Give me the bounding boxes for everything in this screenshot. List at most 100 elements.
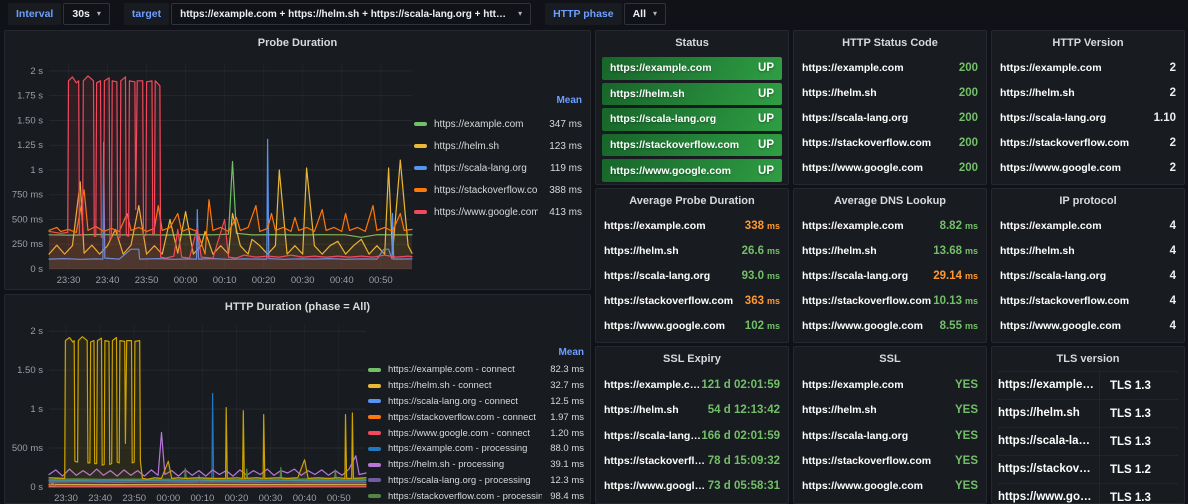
svg-text:00:20: 00:20 (225, 493, 249, 504)
legend-series-label[interactable]: https://scala-lang.org - processing (388, 474, 531, 486)
stat-row: https://helm.sh 2 (1000, 81, 1176, 106)
svg-text:00:30: 00:30 (291, 275, 315, 286)
stat-value: 2 (1169, 161, 1176, 174)
stat-row: https://example.com 121 d 02:01:59 (604, 372, 780, 397)
legend-series-label[interactable]: https://helm.sh - processing (388, 459, 505, 471)
panel-title[interactable]: Probe Duration (257, 37, 338, 49)
legend-row[interactable]: https://www.google.com - connect 1.20 ms (368, 425, 584, 441)
legend-series-label[interactable]: https://www.google.com - connect (388, 427, 531, 439)
series-color-swatch-icon (414, 166, 427, 170)
legend-row[interactable]: https://scala-lang.org - connect 12.5 ms (368, 394, 584, 410)
legend-row[interactable]: https://example.com 347 ms (414, 113, 582, 135)
legend-row[interactable]: https://helm.sh 123 ms (414, 135, 582, 157)
legend-mean-header[interactable]: Mean (558, 347, 584, 358)
legend-row[interactable]: https://scala-lang.org 119 ms (414, 157, 582, 179)
series-color-swatch-icon (368, 415, 381, 420)
target-url-label: https://example.com (610, 62, 712, 75)
legend-row[interactable]: https://stackoverflow.com 388 ms (414, 179, 582, 201)
legend-series-label[interactable]: https://stackoverflow.com - processing (388, 490, 542, 502)
svg-text:00:40: 00:40 (293, 493, 317, 504)
stat-row: https://helm.sh 54 d 12:13:42 (604, 397, 780, 422)
legend-row[interactable]: https://helm.sh - connect 32.7 ms (368, 378, 584, 394)
http-duration-chart[interactable]: 0 s 500 ms 1 s 1.50 s 2 s 23:30 23:40 23:50 00:0… (5, 319, 368, 504)
stat-panel-tls-version: TLS version https://example.com TLS 1.3 htt… (991, 346, 1185, 504)
panel-title[interactable]: HTTP Duration (phase = All) (224, 301, 371, 313)
legend-mean-header[interactable]: Mean (556, 95, 582, 106)
legend-mean-value: 12.3 ms (550, 474, 584, 486)
stat-value: 166 d 02:01:59 (701, 429, 780, 442)
stat-row: https://scala-lang.org 4 (1000, 264, 1176, 289)
target-select[interactable]: https://example.com + https://helm.sh + … (171, 3, 532, 25)
stat-value: 2 (1169, 62, 1176, 75)
series-color-swatch-icon (368, 446, 381, 451)
series-line-5 (48, 392, 367, 481)
panel-title[interactable]: Average Probe Duration (629, 195, 755, 207)
series-line-3 (48, 189, 413, 255)
stat-value: 338 ms (744, 220, 780, 233)
stat-value: YES (954, 404, 978, 417)
series-fill-3 (49, 189, 412, 269)
legend-series-label[interactable]: https://helm.sh - connect (388, 380, 492, 392)
series-line-7 (48, 474, 367, 484)
legend-series-label[interactable]: https://stackoverflow.com (434, 184, 538, 196)
http-phase-select[interactable]: All ▾ (623, 3, 667, 25)
target-url-label: https://example.com (604, 378, 702, 391)
panel-title[interactable]: SSL (879, 353, 901, 365)
stat-value: 4 (1169, 319, 1176, 332)
target-url-cell: https://scala-lang.org (998, 428, 1100, 455)
svg-text:500 ms: 500 ms (12, 443, 43, 454)
dashboard-toolbar: Interval 30s ▾ target https://example.co… (0, 0, 1188, 28)
stat-unit: ms (964, 221, 978, 232)
panel-title[interactable]: Status (675, 37, 709, 49)
target-url-label: https://scala-lang.org (802, 111, 909, 124)
probe-duration-chart[interactable]: 0 s 250 ms 500 ms 750 ms 1 s 1.25 s 1.50 s 1.75… (5, 55, 414, 290)
svg-text:500 ms: 500 ms (12, 214, 43, 225)
stat-panel-status: Status https://example.com UP https://helm.… (595, 30, 789, 185)
series-color-swatch-icon (368, 462, 381, 467)
legend-row[interactable]: https://helm.sh - processing 39.1 ms (368, 457, 584, 473)
status-row: https://www.google.com UP (602, 159, 782, 182)
legend-row[interactable]: https://example.com - processing 88.0 ms (368, 441, 584, 457)
stat-row: https://scala-lang.org YES (802, 423, 978, 448)
legend-series-label[interactable]: https://example.com - connect (388, 364, 515, 376)
stat-value: 2 (1169, 87, 1176, 100)
svg-text:00:00: 00:00 (156, 493, 180, 504)
legend-row[interactable]: https://stackoverflow.com - processing 98… (368, 488, 584, 503)
interval-select[interactable]: 30s ▾ (63, 3, 110, 25)
target-url-label: https://stackoverflow.com (802, 294, 932, 307)
stat-row: https://www.google.com YES (802, 474, 978, 499)
panel-title[interactable]: HTTP Version (1052, 37, 1124, 49)
legend-series-label[interactable]: https://scala-lang.org (434, 162, 527, 174)
probe-duration-panel: Probe Duration 0 s 250 ms 500 ms 750 ms 1 s 1… (4, 30, 591, 290)
target-url-cell: https://stackoverflow.com (998, 456, 1100, 483)
legend-row[interactable]: https://stackoverflow.com - connect 1.97 … (368, 409, 584, 425)
panel-title[interactable]: IP protocol (1059, 195, 1117, 207)
panel-title[interactable]: Average DNS Lookup (833, 195, 947, 207)
probe-duration-legend: Mean https://example.com 347 ms https://hel… (414, 55, 590, 289)
panel-title[interactable]: HTTP Status Code (842, 37, 938, 49)
legend-series-label[interactable]: https://helm.sh (434, 140, 500, 152)
target-url-label: https://scala-lang.org (802, 429, 909, 442)
tls-version-cell: TLS 1.3 (1110, 435, 1151, 448)
legend-row[interactable]: https://www.google.com 413 ms (414, 201, 582, 223)
legend-series-label[interactable]: https://stackoverflow.com - connect (388, 411, 536, 423)
legend-row[interactable]: https://example.com - connect 82.3 ms (368, 362, 584, 378)
target-url-label: https://example.com (1000, 220, 1102, 233)
legend-series-label[interactable]: https://example.com - processing (388, 443, 528, 455)
svg-text:00:30: 00:30 (259, 493, 283, 504)
legend-series-label[interactable]: https://www.google.com (434, 206, 538, 218)
legend-series-label[interactable]: https://example.com (434, 118, 524, 130)
legend-mean-value: 123 ms (549, 140, 582, 152)
legend-mean-value: 119 ms (549, 162, 582, 174)
legend-series-label[interactable]: https://scala-lang.org - connect (388, 395, 518, 407)
status-value: UP (758, 113, 774, 126)
target-url-label: https://www.google.com (604, 480, 708, 493)
legend-mean-value: 82.3 ms (550, 364, 584, 376)
panel-title[interactable]: SSL Expiry (663, 353, 721, 365)
stat-row: https://www.google.com73 d 05:58:31 (604, 474, 780, 499)
series-fill-8 (49, 467, 366, 487)
stat-unit: ms (766, 246, 780, 257)
panel-title[interactable]: TLS version (1056, 353, 1120, 365)
legend-row[interactable]: https://scala-lang.org - processing 12.3 … (368, 473, 584, 489)
